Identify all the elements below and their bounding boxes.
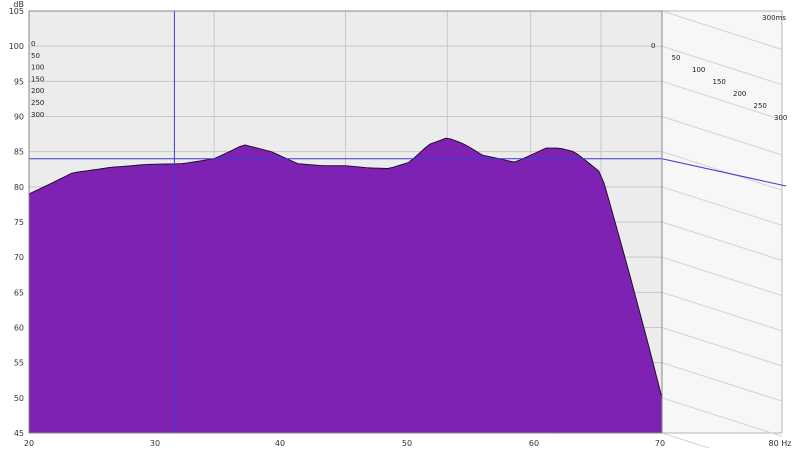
plot-frame: [28, 10, 663, 434]
y-tick-label: 95: [14, 77, 24, 86]
time-tick-label-right: 200: [733, 90, 746, 98]
grid-line-depth: [661, 10, 783, 50]
time-tick-label-right: 0: [651, 42, 655, 50]
time-tick-label-left: 200: [31, 87, 44, 95]
grid-line-depth: [661, 80, 783, 121]
y-tick-label: 70: [14, 253, 24, 262]
grid-line-depth: [661, 221, 783, 261]
grid-line-depth: [661, 291, 783, 332]
time-tick-label-left: 100: [31, 64, 44, 72]
x-tick-label: 80 Hz: [769, 439, 792, 448]
y-tick-label: 85: [14, 148, 24, 157]
y-tick-label: 105: [9, 7, 24, 16]
x-tick-label: 60: [529, 439, 539, 448]
time-tick-label-left: 50: [31, 52, 40, 60]
grid-line-depth: [661, 256, 783, 297]
grid-line-depth: [661, 362, 783, 402]
side-plane: [661, 10, 783, 434]
y-tick-label: 80: [14, 183, 24, 192]
y-unit-label: dB: [13, 0, 24, 9]
time-tick-label-left: 150: [31, 75, 44, 83]
time-range-label: 300ms: [762, 14, 786, 22]
x-tick-label: 70: [655, 439, 665, 448]
x-tick-label: 20: [24, 439, 34, 448]
x-tick-label: 40: [275, 439, 285, 448]
grid-line-depth: [661, 116, 783, 156]
y-tick-label: 100: [9, 42, 24, 51]
time-tick-label-left: 250: [31, 99, 44, 107]
y-tick-label: 65: [14, 288, 24, 297]
y-tick-label: 90: [14, 113, 24, 122]
grid-line-depth: [661, 151, 783, 191]
x-tick-label: 30: [150, 439, 160, 448]
y-tick-label: 50: [14, 394, 24, 403]
grid-line-depth: [661, 432, 723, 452]
cursor-depth: [661, 158, 787, 187]
y-tick-label: 55: [14, 359, 24, 368]
time-tick-label-right: 300: [774, 114, 787, 122]
grid-line-depth: [661, 186, 783, 226]
time-tick-label-right: 50: [672, 54, 681, 62]
time-tick-label-right: 250: [754, 102, 767, 110]
grid-line-depth: [661, 45, 783, 86]
grid-line-depth: [661, 397, 783, 437]
y-tick-label: 75: [14, 218, 24, 227]
time-tick-label-left: 300: [31, 111, 44, 119]
grid-line-depth: [661, 327, 783, 367]
decay-slice: [28, 137, 663, 434]
time-tick-label-right: 100: [692, 66, 705, 74]
time-tick-label-right: 150: [713, 78, 726, 86]
y-tick-label: 45: [14, 429, 24, 438]
x-tick-label: 50: [402, 439, 412, 448]
y-tick-label: 60: [14, 324, 24, 333]
time-tick-label-left: 0: [31, 40, 35, 48]
